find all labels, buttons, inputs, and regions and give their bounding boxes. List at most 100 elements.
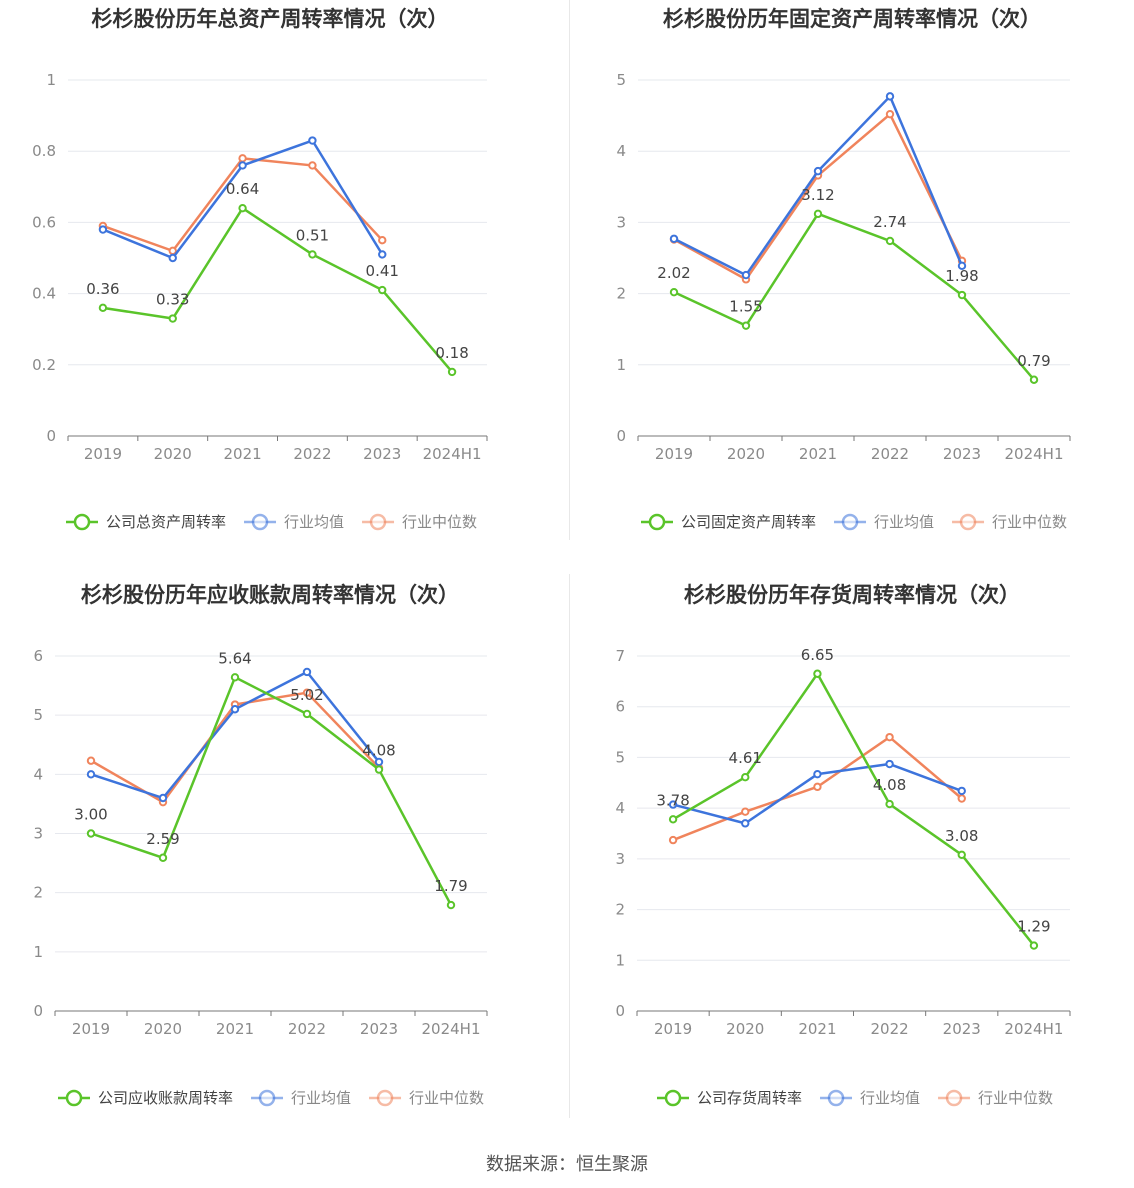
data-point-company	[1029, 375, 1039, 384]
data-label: 5.64	[218, 649, 251, 667]
y-tick-label: 0.8	[32, 142, 56, 160]
data-point-company	[885, 799, 894, 809]
y-tick-label: 1	[46, 71, 56, 89]
x-tick-label: 2019	[654, 1020, 692, 1038]
legend-marker-median	[376, 1089, 394, 1107]
data-point-median	[86, 756, 96, 765]
series-line-company	[102, 206, 454, 373]
y-tick-label: 0	[33, 1002, 43, 1020]
legend-marker-median	[959, 513, 977, 531]
y-tick-label: 2	[616, 285, 626, 303]
x-tick-label: 2022	[288, 1020, 326, 1038]
x-tick-label: 2023	[363, 445, 401, 463]
data-point-company	[957, 290, 967, 300]
legend-label-avg: 行业均值	[874, 513, 934, 531]
data-point-company	[378, 285, 387, 295]
data-point-company	[98, 303, 108, 313]
series-line-company	[672, 672, 1035, 947]
x-tick-label: 2020	[727, 445, 765, 463]
data-label: 3.00	[74, 806, 107, 824]
x-tick-label: 2020	[726, 1020, 764, 1038]
data-point-avg	[238, 161, 247, 170]
y-tick-label: 4	[616, 142, 626, 160]
data-point-company	[308, 250, 317, 259]
data-label: 4.08	[873, 776, 906, 794]
chart-panel-inventory-turnover: 杉杉股份历年存货周转率情况（次） 0 1 2 3 4 5 6 7 2019 2020 2021 2022…	[567, 576, 1134, 1152]
data-label: 6.65	[801, 646, 834, 664]
data-point-avg	[374, 757, 384, 767]
data-point-company	[741, 321, 751, 330]
chart-title: 杉杉股份历年固定资产周转率情况（次）	[663, 7, 1041, 31]
y-tick-label: 0	[46, 427, 56, 445]
data-point-company	[813, 209, 823, 219]
data-point-avg	[378, 250, 387, 259]
chart-panel-total-asset-turnover: 杉杉股份历年总资产周转率情况（次） 0 0.2 0.4 0.6 0.8 1 2019 2020 2…	[0, 0, 567, 576]
y-tick-label: 0.2	[32, 356, 56, 374]
data-point-avg	[668, 800, 678, 809]
y-tick-label: 1	[616, 356, 626, 374]
data-label: 3.12	[801, 186, 834, 204]
legend-label-median: 行业中位数	[978, 1089, 1053, 1107]
data-label: 3.78	[656, 791, 689, 809]
y-tick-label: 3	[33, 825, 43, 843]
x-tick-label: 2023	[943, 445, 981, 463]
data-point-avg	[741, 270, 751, 280]
data-point-median	[238, 154, 247, 163]
legend-marker-avg	[258, 1089, 276, 1107]
data-label: 2.02	[657, 264, 690, 282]
chart-fixed-asset-turnover: 杉杉股份历年固定资产周转率情况（次） 0 1 2 3 4 5 2019 2020 2021 2022…	[616, 7, 1071, 531]
legend-marker-median	[369, 513, 387, 531]
data-point-median	[378, 236, 387, 245]
data-point-company	[885, 236, 895, 246]
data-point-company	[446, 900, 456, 910]
legend-marker-company	[73, 513, 91, 531]
y-tick-label: 1	[33, 943, 43, 961]
data-point-median	[741, 807, 750, 816]
y-tick-label: 5	[616, 71, 626, 89]
x-tick-label: 2022	[871, 445, 909, 463]
chart-title: 杉杉股份历年存货周转率情况（次）	[684, 583, 1020, 607]
y-tick-label: 3	[615, 850, 625, 868]
data-source: 数据来源：恒生聚源	[486, 1154, 648, 1175]
chart-inventory-turnover: 杉杉股份历年存货周转率情况（次） 0 1 2 3 4 5 6 7 2019 2020 2021 2022…	[615, 583, 1071, 1107]
data-label: 2.59	[146, 830, 179, 848]
x-tick-label: 2024H1	[1004, 1020, 1063, 1038]
x-tick-label: 2021	[223, 445, 261, 463]
legend-marker-company	[648, 513, 666, 531]
data-point-company	[238, 203, 247, 213]
x-tick-label: 2019	[655, 445, 693, 463]
chart-title: 杉杉股份历年应收账款周转率情况（次）	[81, 583, 459, 607]
x-tick-label: 2024H1	[422, 1020, 481, 1038]
data-label: 5.02	[290, 686, 323, 704]
y-tick-label: 1	[615, 951, 625, 969]
data-label: 1.29	[1017, 918, 1050, 936]
data-point-avg	[885, 92, 895, 101]
data-point-median	[885, 109, 895, 119]
legend-label-company: 公司总资产周转率	[106, 513, 226, 531]
y-tick-label: 0.6	[32, 213, 56, 231]
vertical-divider-bottom	[569, 574, 570, 1118]
series-line-company	[673, 212, 1035, 381]
data-label: 0.33	[156, 291, 189, 309]
data-label: 4.08	[362, 742, 395, 760]
legend-label-company: 公司固定资产周转率	[681, 513, 816, 531]
data-label: 2.74	[873, 213, 906, 231]
data-point-avg	[741, 819, 750, 828]
chart-panel-receivables-turnover: 杉杉股份历年应收账款周转率情况（次） 0 1 2 3 4 5 6 2019 2020 2021 202…	[0, 576, 567, 1152]
data-label: 1.55	[729, 298, 762, 316]
y-tick-label: 0.4	[32, 285, 56, 303]
legend-label-avg: 行业均值	[860, 1089, 920, 1107]
data-point-company	[86, 829, 96, 838]
chart-receivables-turnover: 杉杉股份历年应收账款周转率情况（次） 0 1 2 3 4 5 6 2019 2020 2021 202…	[33, 583, 488, 1107]
y-tick-label: 2	[615, 901, 625, 919]
data-label: 0.64	[226, 180, 259, 198]
y-tick-label: 6	[615, 698, 625, 716]
chart-panel-fixed-asset-turnover: 杉杉股份历年固定资产周转率情况（次） 0 1 2 3 4 5 2019 2020 2021 2022…	[567, 0, 1134, 576]
x-tick-label: 2022	[870, 1020, 908, 1038]
data-label: 0.41	[366, 262, 399, 280]
data-point-avg	[168, 253, 177, 263]
legend-marker-avg	[827, 1089, 845, 1107]
data-point-median	[302, 688, 312, 697]
data-point-company	[669, 287, 679, 297]
legend-marker-avg	[251, 513, 269, 531]
